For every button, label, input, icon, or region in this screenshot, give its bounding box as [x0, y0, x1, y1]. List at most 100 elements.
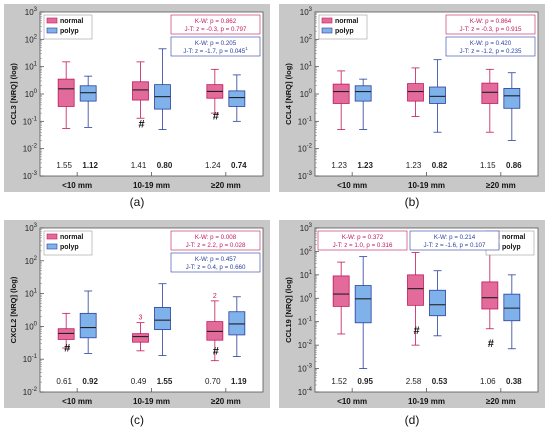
x-tick-label: <10 mm: [337, 181, 367, 190]
median-value-label: 0.38: [506, 377, 522, 386]
kw-polyp-stat: K-W: p = 0.420: [470, 40, 512, 47]
median-value-label: 0.61: [56, 377, 72, 386]
box-polyp: [228, 311, 246, 336]
y-tick-label: 103: [300, 223, 313, 233]
median-value-label: 1.15: [480, 161, 496, 170]
y-tick-label: 102: [300, 34, 313, 44]
y-axis-label: CCL3 [NRQ] (log): [9, 63, 18, 125]
x-tick-label: ≥20 mm: [486, 397, 516, 406]
stats-box-polyp: [170, 36, 261, 57]
kw-normal-stat: K-W: p = 0.372: [342, 234, 384, 241]
legend-swatch: [46, 17, 58, 24]
median-value-label: 0.95: [357, 377, 373, 386]
kw-normal-stat: K-W: p = 0.862: [195, 18, 237, 25]
box-polyp: [503, 88, 521, 109]
stats-box-polyp: [409, 230, 500, 251]
jt-normal-stat: J-T: z = 2.2, p = 0.028: [186, 242, 246, 249]
legend-label: normal: [60, 18, 83, 25]
box-normal: [132, 333, 149, 343]
y-tick-label: 103: [25, 7, 38, 17]
median-value-label: 0.49: [131, 377, 147, 386]
box-polyp: [79, 85, 97, 102]
median-value-label: 1.55: [56, 161, 72, 170]
legend-label: polyp: [335, 28, 354, 35]
median-value-label: 0.74: [231, 161, 247, 170]
y-tick-label: 100: [300, 293, 313, 303]
legend-label: normal: [335, 18, 358, 25]
y-tick-label: 102: [25, 34, 38, 44]
y-axis-label: CXCL2 [NRQ] (log): [9, 276, 18, 343]
x-tick-label: <10 mm: [62, 397, 92, 406]
box-normal: [407, 83, 424, 102]
panel-letter: (c): [130, 413, 144, 427]
median-value-label: 1.06: [480, 377, 496, 386]
median-value-label: 1.23: [331, 161, 347, 170]
significance-marker: #: [138, 119, 144, 131]
y-tick-label: 10-2: [298, 144, 313, 154]
plot-area: [314, 227, 539, 393]
panel-letter: (d): [405, 413, 420, 427]
x-tick-label: ≥20 mm: [211, 181, 241, 190]
median-value-label: 0.70: [205, 377, 221, 386]
panel-letter: (a): [130, 195, 145, 209]
legend-swatch: [46, 233, 58, 240]
box-normal: [481, 82, 499, 104]
significance-marker: #: [64, 342, 70, 354]
y-tick-label: 10-1: [298, 116, 313, 126]
chart-panel-2: 10-3 10-2 10-1 100 101 102 103 CCL4 [NRQ] (log)…: [279, 4, 545, 192]
box-polyp: [503, 293, 521, 322]
median-value-label: 1.23: [406, 161, 422, 170]
y-tick-label: 103: [25, 223, 38, 233]
box-normal: [57, 78, 75, 107]
median-value-label: 0.80: [157, 161, 173, 170]
y-tick-label: 101: [300, 62, 313, 72]
chart-panel-3: 10-2 10-1 100 101 102 103 CXCL2 [NRQ] (log) <10…: [4, 220, 270, 408]
jt-normal-stat: J-T: z = -0.3, p = 0.797: [185, 26, 247, 33]
x-tick-label: <10 mm: [62, 181, 92, 190]
y-tick-label: 10-3: [298, 171, 313, 181]
jt-polyp-stat: J-T: z = 0.4, p = 0.660: [186, 264, 246, 271]
median-value-label: 1.19: [231, 377, 247, 386]
x-tick-label: 10-19 mm: [408, 181, 445, 190]
x-tick-label: 10-19 mm: [133, 397, 170, 406]
y-axis-label: CCL4 [NRQ] (log): [284, 63, 293, 125]
chart-panel-4: 10-4 10-3 10-2 10-1 100 101 102 103 CCL19 [NRQ] …: [279, 220, 545, 408]
box-normal: [332, 275, 350, 307]
jt-polyp-stat: J-T: z = -1.2, p = 0.235: [460, 48, 522, 55]
median-value-label: 1.24: [205, 161, 221, 170]
y-tick-label: 10-1: [23, 354, 38, 364]
legend-label: normal: [502, 234, 525, 241]
box-polyp: [429, 289, 446, 317]
significance-marker: #: [413, 325, 419, 337]
y-tick-label: 101: [300, 270, 313, 280]
x-tick-label: ≥20 mm: [486, 181, 516, 190]
x-tick-label: 10-19 mm: [133, 181, 170, 190]
box-polyp: [429, 86, 446, 104]
median-value-label: 0.92: [82, 377, 98, 386]
y-tick-label: 103: [300, 7, 313, 17]
legend-swatch: [46, 243, 58, 250]
y-tick-label: 100: [25, 89, 38, 99]
box-normal: [132, 81, 149, 101]
stats-box-normal: [317, 230, 408, 251]
significance-marker: #: [213, 346, 219, 358]
y-tick-label: 100: [25, 321, 38, 331]
kw-polyp-stat: K-W: p = 0.457: [195, 256, 237, 263]
box-normal: [57, 328, 75, 340]
x-tick-label: ≥20 mm: [211, 397, 241, 406]
stats-box-normal: [170, 230, 261, 251]
legend-label: polyp: [60, 244, 79, 251]
box-polyp: [228, 90, 246, 107]
median-value-label: 0.53: [432, 377, 448, 386]
median-value-label: 1.55: [157, 377, 173, 386]
stats-box-normal: [445, 14, 536, 35]
y-tick-label: 10-4: [298, 387, 313, 397]
y-tick-label: 10-1: [23, 116, 38, 126]
outlier-count-label: 3: [139, 315, 143, 322]
stats-box-normal: [170, 14, 261, 35]
y-tick-label: 102: [300, 246, 313, 256]
median-value-label: 0.86: [506, 161, 522, 170]
chart-panel-1: 10-3 10-2 10-1 100 101 102 103 CCL3 [NRQ] (log)…: [4, 4, 270, 192]
median-value-label: 0.82: [432, 161, 448, 170]
y-tick-label: 101: [25, 62, 38, 72]
